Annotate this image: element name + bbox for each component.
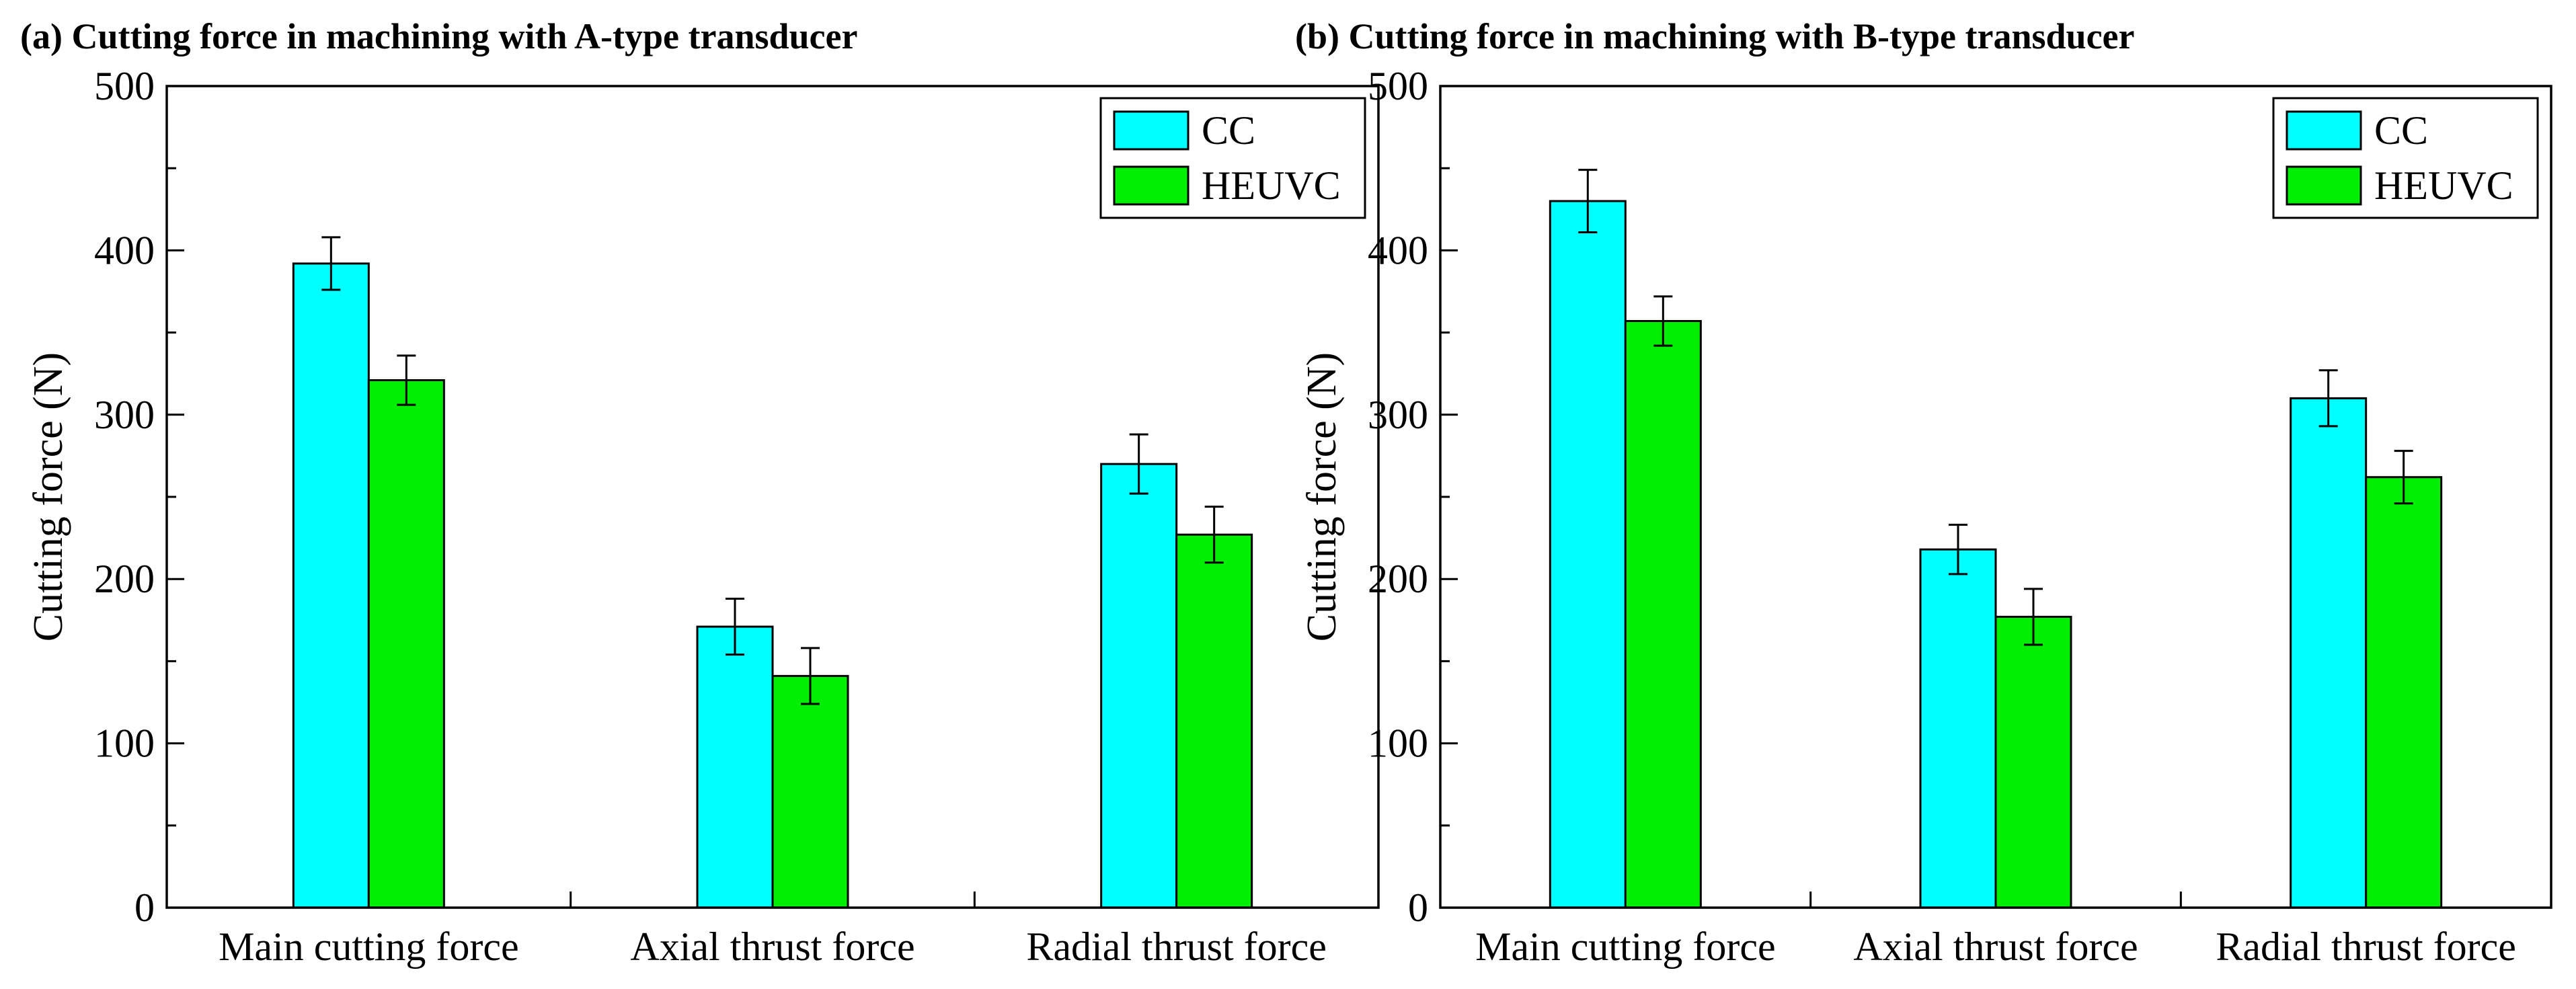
x-category-label: Axial thrust force xyxy=(1853,924,2138,969)
bar-heuvc-1 xyxy=(1624,319,1702,909)
bar-heuvc-3 xyxy=(1175,533,1253,909)
bar-heuvc-2 xyxy=(1994,615,2072,909)
y-tick-label: 0 xyxy=(1408,885,1428,930)
y-tick-label: 300 xyxy=(1368,393,1428,437)
plot-frame xyxy=(165,85,1380,909)
chart-panel-a: (a) Cutting force in machining with A-ty… xyxy=(20,16,1380,969)
y-axis-title: Cutting force (N) xyxy=(1299,352,1345,641)
bar-heuvc-3 xyxy=(2365,476,2443,909)
chart-title: (a) Cutting force in machining with A-ty… xyxy=(20,16,857,56)
y-tick-label: 500 xyxy=(94,64,155,108)
legend-swatch-heuvc xyxy=(1113,165,1189,206)
y-axis-title: Cutting force (N) xyxy=(26,352,71,641)
x-category-label: Axial thrust force xyxy=(630,924,914,969)
x-category-label: Main cutting force xyxy=(1475,924,1776,969)
chart-title: (b) Cutting force in machining with B-ty… xyxy=(1295,16,2135,56)
y-tick-label: 400 xyxy=(94,228,155,272)
legend-swatch-cc xyxy=(1113,110,1189,151)
bar-cc-1 xyxy=(1549,200,1627,909)
y-tick-label: 200 xyxy=(94,557,155,601)
y-tick-label: 0 xyxy=(134,885,155,930)
bar-heuvc-1 xyxy=(367,379,445,909)
bar-cc-2 xyxy=(1919,548,1997,909)
x-category-label: Main cutting force xyxy=(219,924,519,969)
chart-panel-b: (b) Cutting force in machining with B-ty… xyxy=(1295,16,2552,969)
legend-label-heuvc: HEUVC xyxy=(1202,163,1341,208)
bar-cc-3 xyxy=(1100,463,1178,909)
y-tick-label: 500 xyxy=(1368,64,1428,108)
y-tick-label: 400 xyxy=(1368,228,1428,272)
x-category-label: Radial thrust force xyxy=(1026,924,1327,969)
legend-label-cc: CC xyxy=(1202,108,1255,153)
legend-swatch-heuvc xyxy=(2286,165,2362,206)
y-tick-label: 300 xyxy=(94,393,155,437)
legend-label-heuvc: HEUVC xyxy=(2374,163,2513,208)
y-tick-label: 200 xyxy=(1368,557,1428,601)
bar-cc-3 xyxy=(2290,397,2368,909)
plot-frame xyxy=(1439,85,2552,909)
y-tick-label: 100 xyxy=(94,721,155,766)
legend-swatch-cc xyxy=(2286,110,2362,151)
bar-heuvc-2 xyxy=(771,674,849,909)
bar-cc-2 xyxy=(696,625,774,909)
x-category-label: Radial thrust force xyxy=(2216,924,2516,969)
legend-label-cc: CC xyxy=(2374,108,2428,153)
bar-cc-1 xyxy=(292,262,370,909)
y-tick-label: 100 xyxy=(1368,721,1428,766)
